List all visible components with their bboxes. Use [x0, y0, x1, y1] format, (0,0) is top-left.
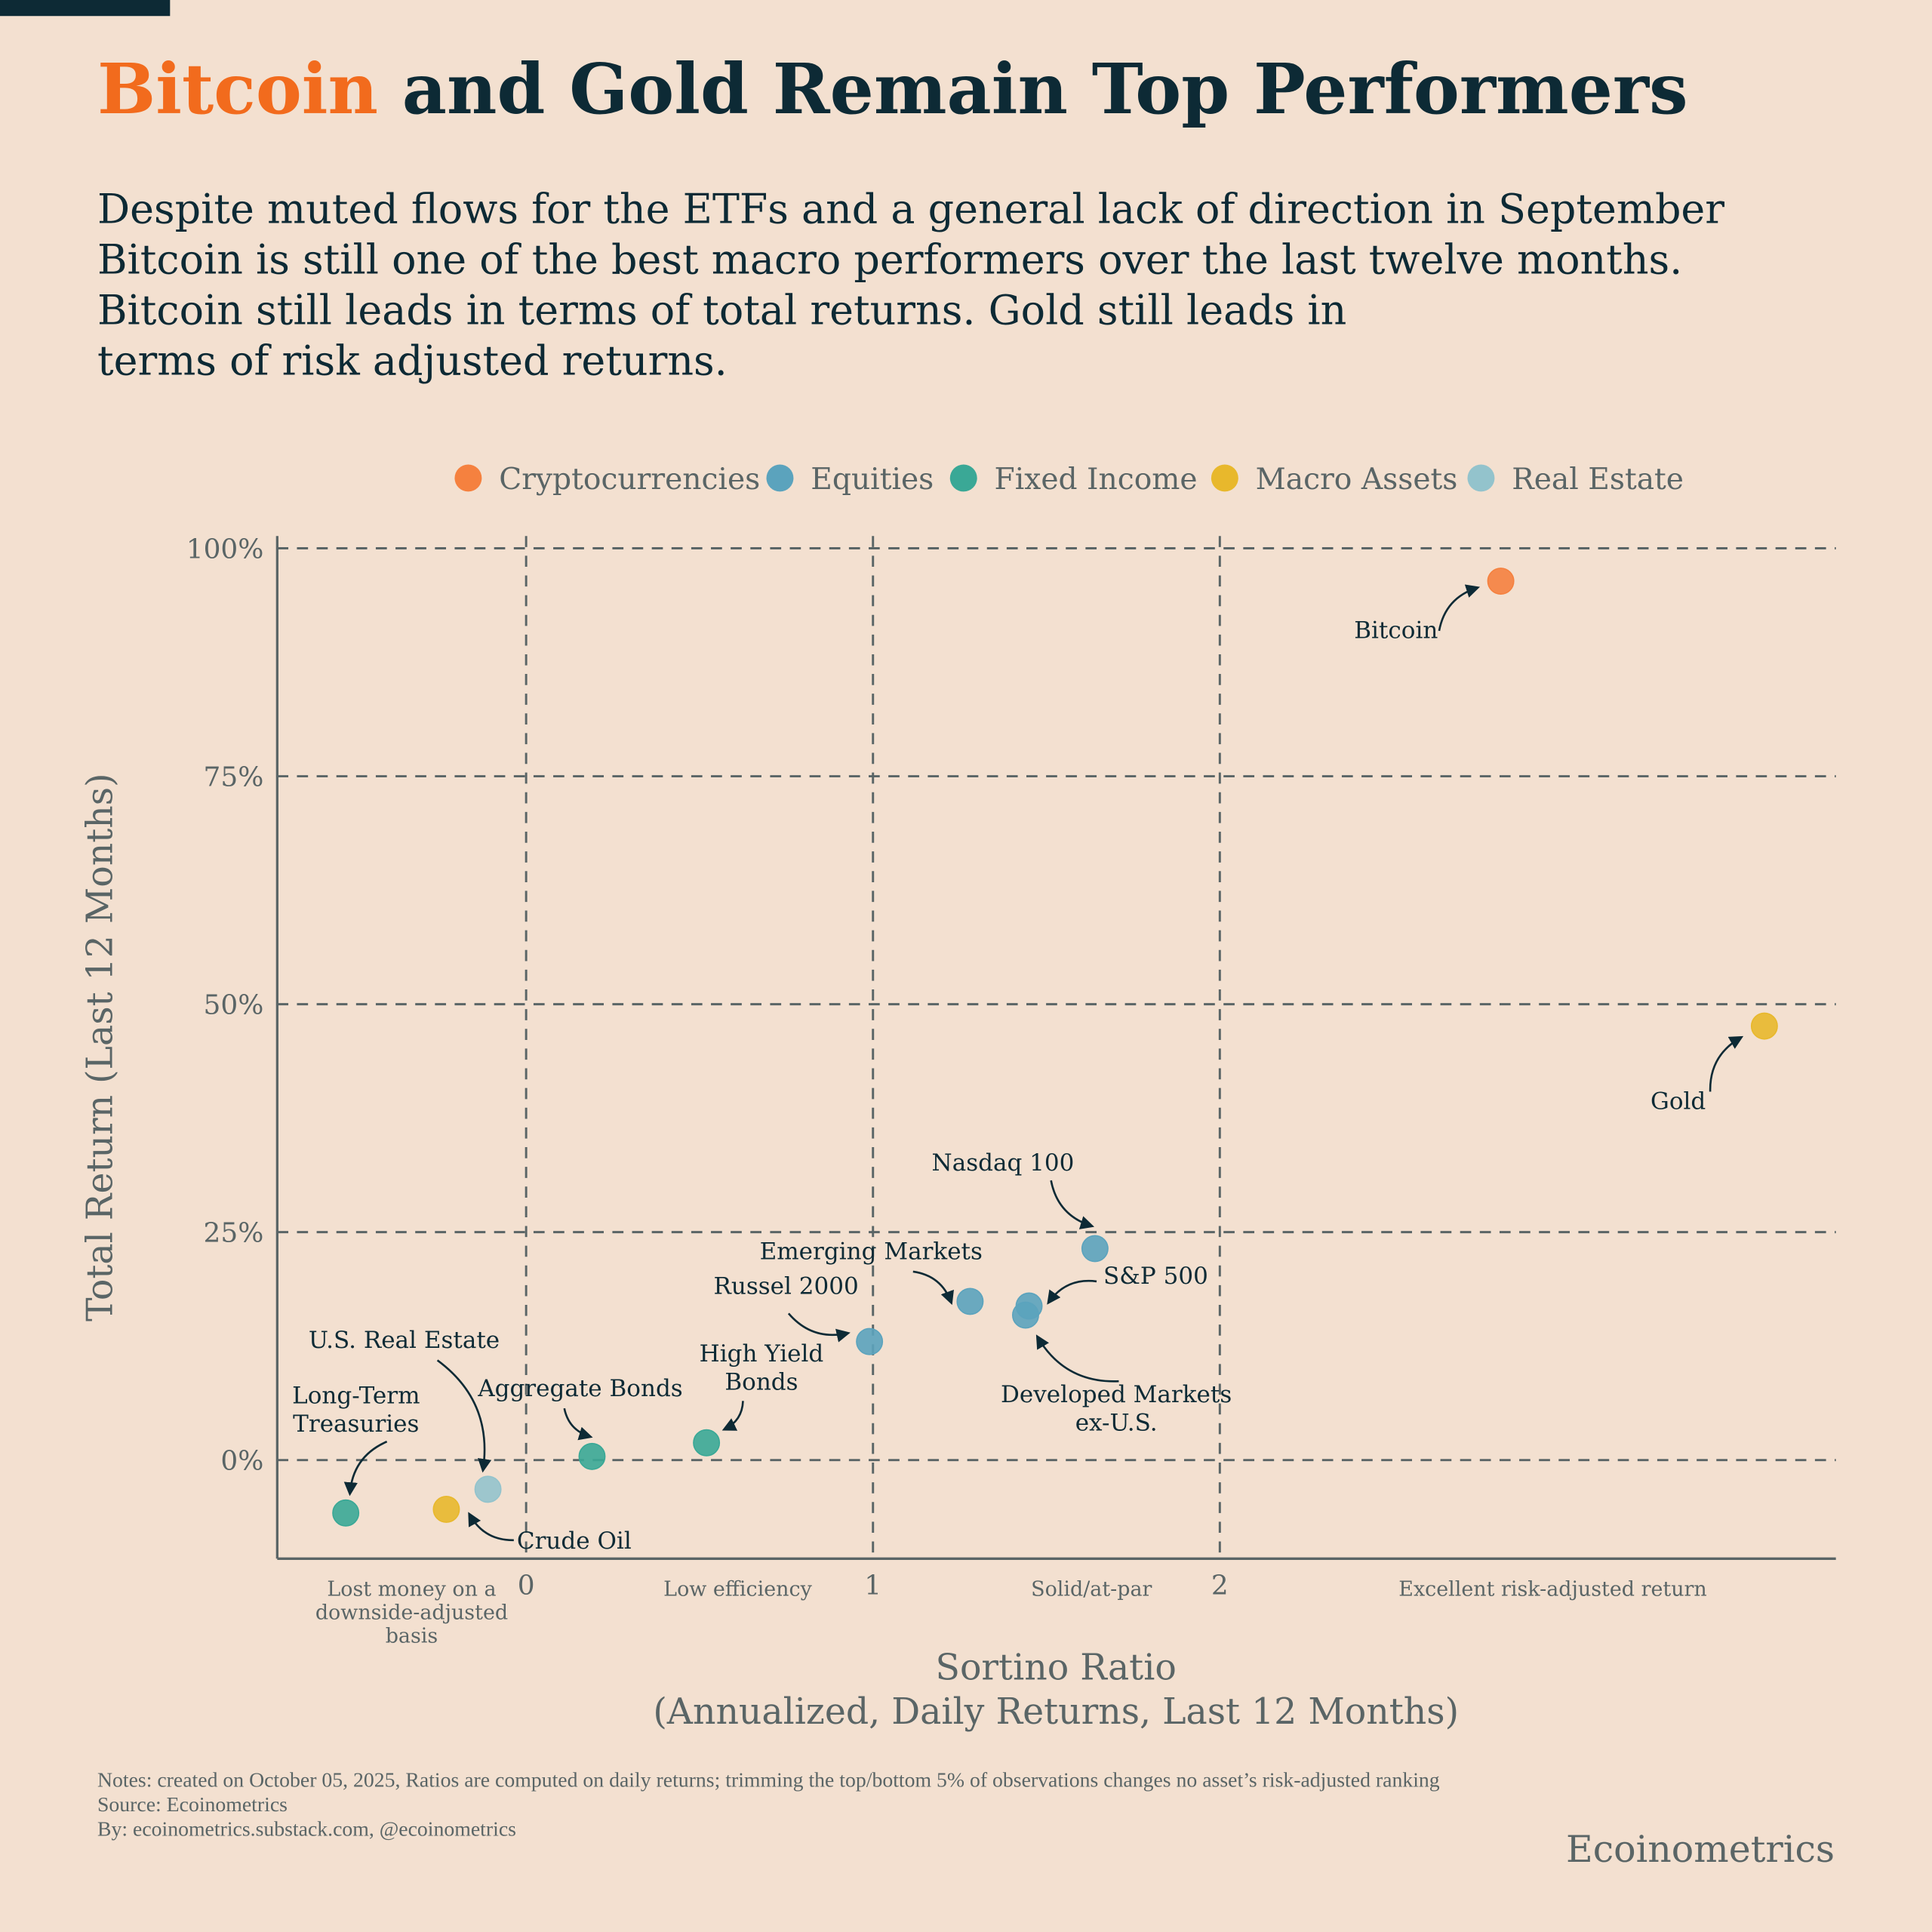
annotation-label: Crude Oil [517, 1527, 632, 1555]
y-tick-label: 50% [204, 990, 264, 1021]
annotation-label: Russel 2000 [714, 1272, 859, 1300]
annotation-label: ex-U.S. [1075, 1410, 1158, 1437]
subtitle-line: Bitcoin still leads in terms of total re… [97, 286, 1346, 334]
top-accent-bar [0, 0, 171, 17]
x-axis-label-line-1: Sortino Ratio [936, 1647, 1177, 1688]
title-rest: and Gold Remain Top Performers [378, 48, 1688, 130]
annotation-arrow [1050, 1180, 1095, 1229]
legend-item: Fixed Income [949, 463, 1198, 497]
point-gold[interactable] [1750, 1012, 1778, 1040]
subtitle-line: terms of risk adjusted returns. [97, 337, 728, 384]
axes [275, 536, 1836, 1560]
annotation-arrow [1047, 1279, 1097, 1305]
zone-label: Low efficiency [663, 1577, 812, 1601]
legend-item: Real Estate [1467, 463, 1684, 497]
x-tick-label: 1 [864, 1571, 881, 1601]
legend-label: Fixed Income [995, 463, 1198, 497]
legend-swatch [1467, 464, 1495, 492]
x-tick-label: 2 [1211, 1571, 1229, 1601]
grid: 0% 25% 50% 75% 100% 0 1 2 Lost money on adownsid… [186, 534, 1836, 1647]
brand-logo: Ecoinometrics [1566, 1828, 1835, 1871]
legend-swatch [1211, 464, 1238, 492]
legend-item: Cryptocurrencies [454, 463, 760, 497]
annotation-arrows [343, 584, 1744, 1542]
point-russel-2000[interactable] [856, 1327, 884, 1355]
point-nasdaq-100[interactable] [1081, 1235, 1109, 1263]
annotation-arrow [436, 1359, 492, 1473]
y-tick-label: 100% [186, 534, 264, 565]
legend-swatch [454, 464, 482, 492]
annotation-arrow [787, 1312, 851, 1343]
y-axis-label: Total Return (Last 12 Months) [80, 773, 122, 1321]
footer-by: By: ecoinometrics.substack.com, @ecoinom… [97, 1818, 516, 1841]
annotation-label: Bonds [724, 1369, 798, 1396]
point-developed-markets-ex-u-s-[interactable] [1011, 1301, 1039, 1329]
annotation-label: Treasuries [293, 1411, 419, 1438]
annotation-arrow [468, 1512, 514, 1542]
annotation-arrow [912, 1270, 954, 1306]
legend-label: Real Estate [1512, 463, 1684, 497]
legend-swatch [766, 464, 794, 492]
point-crude-oil[interactable] [432, 1495, 460, 1523]
title-highlight: Bitcoin [97, 48, 378, 130]
annotation-arrow [343, 1441, 388, 1497]
annotation-label: Developed Markets [1001, 1381, 1232, 1408]
legend-label: Cryptocurrencies [499, 463, 760, 497]
y-tick-label: 25% [204, 1218, 264, 1249]
point-emerging-markets[interactable] [956, 1287, 984, 1315]
legend-label: Macro Assets [1256, 463, 1458, 497]
legend-item: Macro Assets [1211, 463, 1457, 497]
annotation-arrow [1438, 584, 1481, 632]
annotation-label: U.S. Real Estate [309, 1327, 500, 1354]
data-points [332, 568, 1778, 1527]
zone-label: basis [386, 1624, 438, 1647]
annotation-label: Aggregate Bonds [477, 1375, 683, 1402]
footer-notes: Notes: created on October 05, 2025, Rati… [97, 1768, 1440, 1792]
chart-title: Bitcoin and Gold Remain Top Performers [97, 48, 1688, 130]
point-bitcoin[interactable] [1487, 568, 1515, 595]
zone-label: Excellent risk-adjusted return [1398, 1577, 1706, 1601]
annotation-label: Gold [1651, 1088, 1706, 1115]
annotation-labels: Bitcoin Gold Nasdaq 100 S&P 500 Developed Ma… [292, 617, 1706, 1555]
legend: Cryptocurrencies Equities Fixed Income Macr… [454, 463, 1684, 497]
annotation-label: Long-Term [292, 1383, 420, 1410]
footer-source: Source: Ecoinometrics [97, 1793, 288, 1817]
annotation-label: Emerging Markets [760, 1238, 983, 1266]
legend-label: Equities [811, 463, 934, 497]
y-tick-label: 75% [204, 762, 264, 793]
subtitle-line: Despite muted flows for the ETFs and a g… [97, 186, 1724, 233]
chart-subtitle: Despite muted flows for the ETFs and a g… [97, 186, 1724, 385]
point-long-term-treasuries[interactable] [332, 1499, 360, 1527]
annotation-arrow [1035, 1334, 1119, 1383]
annotation-label: S&P 500 [1103, 1263, 1208, 1290]
x-tick-label: 0 [518, 1571, 535, 1601]
point-high-yield-bonds[interactable] [693, 1429, 721, 1457]
zone-label: Lost money on a [327, 1577, 496, 1601]
point-aggregate-bonds[interactable] [578, 1442, 606, 1470]
point-u-s-real-estate[interactable] [474, 1475, 502, 1503]
zone-label: downside-adjusted [315, 1601, 508, 1624]
x-axis-label-line-2: (Annualized, Daily Returns, Last 12 Mont… [653, 1691, 1459, 1733]
zone-label: Solid/at-par [1031, 1577, 1152, 1601]
subtitle-line: Bitcoin is still one of the best macro p… [97, 235, 1682, 283]
annotation-arrow [1709, 1035, 1744, 1092]
annotation-arrow [721, 1401, 744, 1431]
annotation-label: Bitcoin [1354, 617, 1438, 645]
legend-item: Equities [766, 463, 934, 497]
annotation-label: Nasdaq 100 [932, 1149, 1075, 1177]
legend-swatch [949, 464, 977, 492]
annotation-label: High Yield [700, 1340, 824, 1367]
annotation-arrow [563, 1407, 593, 1441]
y-tick-label: 0% [220, 1446, 263, 1477]
